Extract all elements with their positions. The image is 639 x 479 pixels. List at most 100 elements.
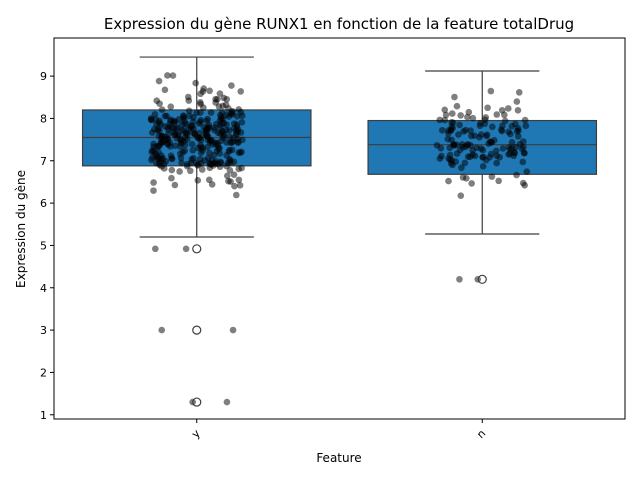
data-point — [168, 166, 176, 174]
y-tick-label: 2 — [40, 366, 47, 379]
data-point — [197, 98, 204, 106]
data-point — [237, 108, 245, 116]
data-point — [489, 123, 496, 131]
data-point — [522, 122, 530, 130]
data-point — [164, 141, 172, 148]
data-point — [521, 116, 529, 124]
data-point — [513, 98, 521, 105]
data-point — [211, 126, 218, 134]
y-tick-label: 3 — [40, 324, 47, 337]
data-point — [220, 131, 228, 138]
data-point — [156, 142, 163, 149]
data-point — [180, 113, 188, 120]
data-point — [479, 162, 487, 170]
data-point — [230, 158, 238, 166]
data-point — [493, 159, 500, 167]
data-point — [444, 135, 452, 143]
data-point — [463, 141, 471, 149]
x-tick-label: y — [189, 427, 203, 441]
data-point — [456, 276, 463, 283]
data-point — [471, 152, 479, 160]
data-point — [206, 87, 213, 95]
data-point — [514, 133, 522, 140]
data-point — [436, 116, 444, 124]
data-point — [521, 181, 528, 189]
data-point — [453, 102, 461, 110]
data-point — [229, 326, 237, 334]
data-point — [187, 122, 195, 130]
data-point — [153, 97, 161, 104]
data-point — [207, 160, 214, 168]
data-point — [510, 152, 517, 160]
data-point — [458, 141, 466, 148]
data-point — [438, 127, 446, 134]
data-point — [198, 166, 206, 173]
data-point — [458, 164, 465, 172]
data-point — [455, 131, 462, 138]
data-point — [238, 119, 246, 126]
data-point — [487, 87, 495, 95]
data-point — [512, 143, 520, 151]
y-axis-label: Expression du gène — [14, 170, 28, 288]
data-point — [173, 135, 181, 142]
data-point — [194, 144, 202, 152]
y-tick-label: 6 — [40, 197, 47, 210]
data-point — [226, 146, 233, 154]
data-point — [171, 181, 179, 189]
data-point — [235, 176, 243, 184]
outlier-marker — [192, 397, 202, 407]
data-point — [441, 106, 449, 114]
data-point — [150, 187, 157, 194]
data-point — [167, 103, 175, 110]
data-point — [168, 155, 176, 163]
data-point — [228, 82, 235, 89]
data-point — [488, 139, 496, 146]
data-point — [188, 140, 196, 148]
data-point — [148, 156, 155, 164]
data-point — [197, 118, 204, 126]
data-point — [219, 119, 226, 127]
y-tick-label: 9 — [40, 70, 47, 83]
data-point — [197, 90, 204, 98]
data-point — [521, 149, 528, 157]
data-point — [190, 129, 197, 137]
data-point — [457, 112, 464, 119]
data-point — [214, 142, 222, 149]
data-point — [164, 72, 171, 79]
data-point — [456, 146, 464, 154]
box-group-n — [367, 70, 598, 284]
data-point — [508, 139, 516, 146]
data-point — [462, 126, 469, 134]
outlier-marker — [192, 325, 202, 335]
data-point — [237, 88, 245, 95]
data-point — [227, 139, 234, 146]
data-point — [161, 112, 169, 120]
data-point — [504, 105, 512, 112]
data-point — [450, 141, 458, 149]
data-point — [154, 125, 162, 133]
data-point — [155, 77, 163, 85]
data-point — [505, 144, 513, 151]
data-point — [484, 104, 491, 112]
box-group-y — [81, 56, 312, 407]
data-point — [158, 135, 165, 143]
data-point — [186, 112, 193, 120]
data-point — [441, 116, 449, 124]
data-point — [185, 107, 193, 115]
data-point — [161, 86, 169, 94]
data-point — [192, 79, 199, 87]
data-point — [178, 121, 185, 128]
plot-area — [81, 56, 598, 407]
data-point — [437, 144, 445, 152]
data-point — [161, 123, 169, 130]
data-point — [160, 160, 168, 168]
data-point — [230, 171, 238, 178]
data-point — [223, 398, 231, 406]
data-point — [236, 182, 244, 189]
outlier-marker — [477, 274, 487, 284]
data-point — [468, 180, 475, 187]
data-point — [237, 149, 244, 156]
data-point — [206, 149, 213, 157]
data-point — [156, 117, 163, 125]
plot-frame — [53, 37, 626, 420]
